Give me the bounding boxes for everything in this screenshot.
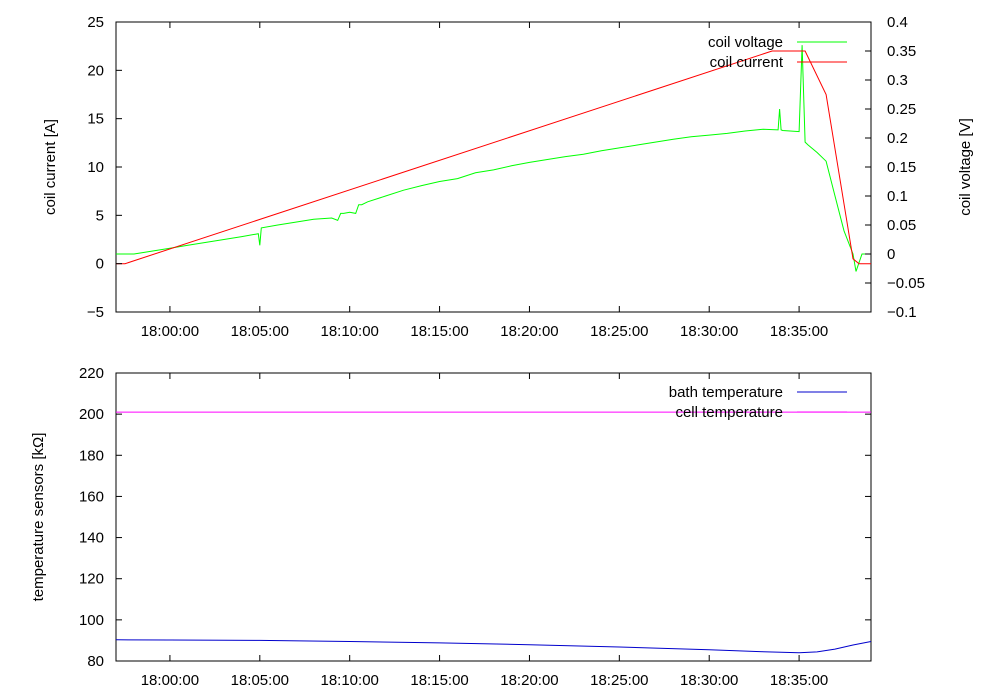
temperature-legend: bath temperature cell temperature <box>669 384 847 421</box>
y-tick-label: 25 <box>87 14 104 31</box>
series-line-coil-voltage <box>116 45 871 272</box>
coil-x-axis: 18:00:00 18:05:00 18:10:00 18:15:00 18:20:00… <box>141 22 828 340</box>
y2-tick-label: 0.05 <box>887 217 916 234</box>
x-tick-label: 18:15:00 <box>410 323 468 340</box>
y2-tick-label: 0.15 <box>887 159 916 176</box>
legend-label: coil current <box>710 54 784 71</box>
y2-tick-label: 0.1 <box>887 188 908 205</box>
coil-y-axis: −5 0 5 10 15 20 25 <box>87 14 122 321</box>
x-tick-label: 18:35:00 <box>770 323 828 340</box>
temperature-series-lines <box>115 411 872 654</box>
y2-tick-label: −0.1 <box>887 304 917 321</box>
series-line-bath-temperature <box>115 639 872 654</box>
x-tick-label: 18:25:00 <box>590 672 648 689</box>
y2-tick-label: 0.35 <box>887 43 916 60</box>
temperature-plot-frame <box>115 372 872 662</box>
y2-tick-label: 0.3 <box>887 72 908 89</box>
x-tick-label: 18:00:00 <box>141 672 199 689</box>
coil-y2-axis: −0.1 −0.05 0 0.05 0.1 0.15 0.2 0.25 0.3 0.35 0.4 <box>865 14 925 321</box>
y-tick-label: 0 <box>96 256 104 273</box>
y-tick-label: 200 <box>79 406 104 423</box>
x-tick-label: 18:05:00 <box>231 323 289 340</box>
y-tick-label: 80 <box>87 653 104 670</box>
temperature-x-axis: 18:00:00 18:05:00 18:10:00 18:15:00 18:20:00… <box>141 373 828 689</box>
y-tick-label: 120 <box>79 571 104 588</box>
coil-y2-axis-title: coil voltage [V] <box>957 118 974 216</box>
legend-label: cell temperature <box>675 404 783 421</box>
coil-legend: coil voltage coil current <box>708 34 847 71</box>
legend-label: bath temperature <box>669 384 783 401</box>
x-tick-label: 18:35:00 <box>770 672 828 689</box>
y2-tick-label: 0.25 <box>887 101 916 118</box>
y-tick-label: 10 <box>87 159 104 176</box>
y-tick-label: 20 <box>87 62 104 79</box>
x-tick-label: 18:00:00 <box>141 323 199 340</box>
x-tick-label: 18:05:00 <box>231 672 289 689</box>
x-tick-label: 18:10:00 <box>320 323 378 340</box>
x-tick-label: 18:30:00 <box>680 672 738 689</box>
y2-tick-label: −0.05 <box>887 275 925 292</box>
temperature-y-axis: 80 100 120 140 160 180 200 220 <box>79 365 871 670</box>
y-tick-label: 15 <box>87 111 104 128</box>
y-tick-label: 160 <box>79 488 104 505</box>
temperature-chart: 18:00:00 18:05:00 18:10:00 18:15:00 18:20:00… <box>30 365 872 689</box>
y-tick-label: 5 <box>96 207 104 224</box>
y-tick-label: 100 <box>79 612 104 629</box>
x-tick-label: 18:10:00 <box>320 672 378 689</box>
x-tick-label: 18:15:00 <box>410 672 468 689</box>
y-tick-label: 220 <box>79 365 104 382</box>
x-tick-label: 18:20:00 <box>500 672 558 689</box>
temperature-y-axis-title: temperature sensors [kΩ] <box>30 433 47 602</box>
x-tick-label: 18:20:00 <box>500 323 558 340</box>
series-line-coil-current <box>116 50 871 265</box>
y2-tick-label: 0 <box>887 246 895 263</box>
y-tick-label: 180 <box>79 447 104 464</box>
coil-series-lines <box>116 45 871 272</box>
y2-tick-label: 0.4 <box>887 14 908 31</box>
y-tick-label: 140 <box>79 530 104 547</box>
x-tick-label: 18:25:00 <box>590 323 648 340</box>
coil-y-axis-title: coil current [A] <box>42 119 59 215</box>
x-tick-label: 18:30:00 <box>680 323 738 340</box>
y2-tick-label: 0.2 <box>887 130 908 147</box>
coil-chart: 18:00:00 18:05:00 18:10:00 18:15:00 18:20:00… <box>42 14 974 340</box>
y-tick-label: −5 <box>87 304 104 321</box>
legend-label: coil voltage <box>708 34 783 51</box>
